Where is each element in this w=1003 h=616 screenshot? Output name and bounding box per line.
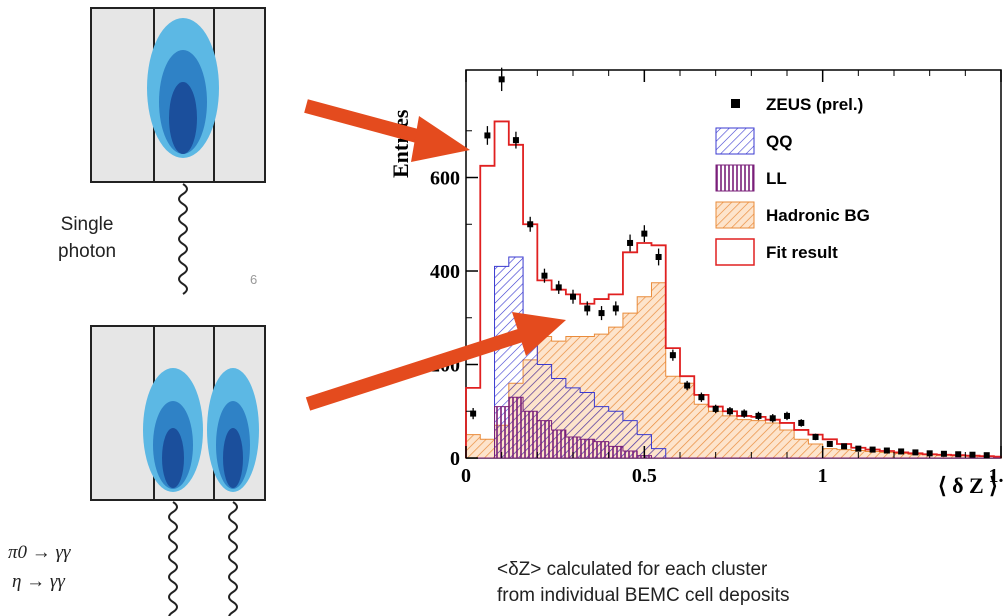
data-point xyxy=(826,440,833,447)
photon-wave-b xyxy=(228,501,238,616)
series-ll xyxy=(466,396,1001,459)
legend-marker-zeus xyxy=(731,99,740,108)
data-point xyxy=(484,132,491,139)
slide-number: 6 xyxy=(250,272,258,287)
data-point xyxy=(598,310,605,317)
histogram-chart: 00.511.50200400600⟨ δ Z ⟩Entries ZEUS (p… xyxy=(388,67,1003,498)
data-point xyxy=(755,412,762,419)
single-photon-label: Single photon xyxy=(58,214,117,262)
data-point xyxy=(584,305,591,312)
two-photon-diagram xyxy=(90,325,266,616)
shower-core xyxy=(169,82,197,154)
data-point xyxy=(612,305,619,312)
legend-label: Fit result xyxy=(766,243,838,262)
x-tick-label: 0.5 xyxy=(632,465,657,487)
data-point xyxy=(841,443,848,450)
y-tick-label: 600 xyxy=(430,168,460,190)
data-point xyxy=(912,449,919,456)
data-point xyxy=(570,293,576,300)
single-photon-diagram xyxy=(90,7,266,295)
x-tick-label: 1 xyxy=(818,465,828,487)
data-point xyxy=(726,408,733,415)
data-point xyxy=(969,451,976,458)
photon-wave-single xyxy=(178,183,188,295)
y-tick-label: 0 xyxy=(450,448,460,470)
data-point xyxy=(698,394,705,401)
arrow-bottom-shaft xyxy=(305,328,525,411)
data-point xyxy=(741,410,748,417)
data-point xyxy=(555,284,562,291)
data-point xyxy=(498,76,505,83)
data-point xyxy=(955,451,962,458)
data-point xyxy=(798,419,805,426)
data-point xyxy=(669,352,676,359)
data-point xyxy=(812,433,819,440)
data-point xyxy=(855,445,862,452)
legend-swatch-fit xyxy=(715,238,755,266)
data-point xyxy=(627,239,634,246)
data-point xyxy=(869,446,876,453)
data-point xyxy=(641,230,648,237)
data-point xyxy=(655,253,662,260)
data-point xyxy=(983,452,990,459)
data-point xyxy=(940,450,947,457)
legend-swatch-hatch-had xyxy=(715,201,755,229)
x-axis-label: ⟨ δ Z ⟩ xyxy=(938,473,998,498)
caption-line-1: <δZ> calculated for each cluster xyxy=(497,559,768,580)
data-point xyxy=(512,137,519,144)
data-point xyxy=(470,410,477,417)
x-tick-label: 1.5 xyxy=(989,465,1003,487)
y-tick-label: 400 xyxy=(430,261,460,283)
series-fit-result xyxy=(465,120,1002,458)
arrow-top-shaft xyxy=(304,99,434,147)
legend-label: LL xyxy=(766,169,787,188)
y-axis-label: Entries xyxy=(388,109,413,178)
decay-pi-label: π0 → γγ xyxy=(8,542,71,563)
annotation-arrows xyxy=(304,99,566,411)
legend-label: QQ xyxy=(766,132,792,151)
data-point xyxy=(684,382,691,389)
data-point xyxy=(712,405,719,412)
photon-wave-a xyxy=(168,501,178,616)
legend-swatch-hatch-qq xyxy=(715,127,755,155)
data-point xyxy=(527,221,534,228)
data-point xyxy=(769,415,776,422)
caption-line-2: from individual BEMC cell deposits xyxy=(497,585,790,606)
x-tick-label: 0 xyxy=(461,465,471,487)
legend-label: ZEUS (prel.) xyxy=(766,95,863,114)
data-point xyxy=(784,412,790,419)
data-point xyxy=(541,272,548,279)
arrow-bottom-head xyxy=(512,312,566,356)
legend-label: Hadronic BG xyxy=(766,206,870,225)
data-point xyxy=(898,448,905,455)
caption: <δZ> calculated for each cluster from in… xyxy=(497,557,790,609)
decay-eta-label: η → γγ xyxy=(12,571,65,592)
arrow-top-head xyxy=(411,116,470,162)
legend-swatch-hatch-ll xyxy=(715,164,755,192)
data-point xyxy=(883,447,890,454)
